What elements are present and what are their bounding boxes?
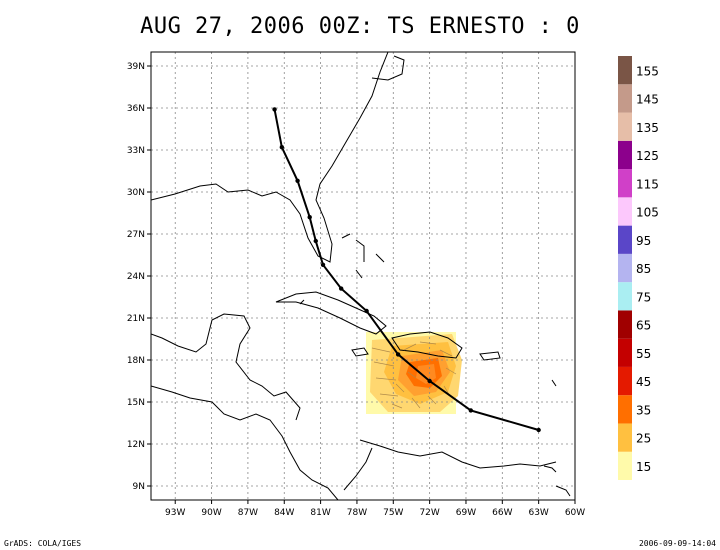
legend-label: 145 [636,93,659,107]
y-tick-label: 9N [133,482,145,492]
x-tick-label: 90W [201,508,221,518]
legend-label: 95 [636,234,651,248]
wind-field [366,332,462,414]
legend-label: 45 [636,375,651,389]
x-tick-label: 87W [238,508,258,518]
wind-vectors [371,341,457,409]
legend-swatch [618,451,632,480]
track-point [272,107,277,112]
legend-label: 15 [636,460,651,474]
legend-swatch [618,282,632,311]
legend-label: 115 [636,177,659,191]
legend-swatch [618,112,632,141]
footer-timestamp: 2006-09-09-14:04 [638,539,716,548]
legend-label: 125 [636,149,659,163]
legend-swatch [618,197,632,226]
x-tick-label: 63W [528,508,548,518]
legend-swatch [618,225,632,254]
y-tick-label: 18N [127,356,145,366]
track-point [395,352,401,357]
legend-swatch [618,423,632,452]
legend-swatch [618,140,632,170]
y-tick-label: 27N [127,230,145,240]
y-tick-label: 21N [127,314,145,324]
legend-label: 55 [636,347,651,361]
legend-label: 85 [636,262,651,276]
legend-label: 25 [636,432,651,446]
legend-label: 35 [636,403,651,417]
x-tick-label: 66W [492,508,512,518]
legend-label: 75 [636,290,651,304]
legend-swatch [618,169,632,198]
y-tick-labels: 9N 12N 15N 18N 21N 24N 27N 30N 33N 36N 39N [127,62,151,492]
track-point [320,262,326,267]
storm-track [272,107,541,433]
x-tick-label: 84W [274,508,294,518]
legend-swatch [618,310,632,339]
coastlines [151,52,571,500]
legend-label: 105 [636,206,659,220]
y-tick-label: 15N [127,398,145,408]
x-tick-labels: 93W 90W 87W 84W 81W 78W 75W 72W 69W 66W 63W 60W [165,500,585,518]
legend-label: 135 [636,121,659,135]
grid [151,52,575,500]
track-point [427,378,432,384]
map-title: AUG 27, 2006 00Z: TS ERNESTO : 0 [140,14,580,39]
y-tick-label: 12N [127,440,145,450]
track-point [364,308,369,314]
track-point [307,215,312,220]
track-point [313,238,318,244]
track-point [295,178,300,183]
legend-label: 65 [636,319,651,333]
x-tick-label: 69W [456,508,476,518]
legend-swatch [618,56,632,85]
y-tick-label: 33N [127,146,145,156]
y-tick-label: 36N [127,104,145,114]
footer-credit: GrADS: COLA/IGES [4,539,82,548]
color-legend: 15 25 35 45 55 65 75 85 95 105 115 125 135 145 155 [618,56,659,480]
legend-swatch [618,366,632,396]
track-point [338,286,344,291]
x-tick-label: 72W [419,508,439,518]
track-point [468,408,474,413]
y-tick-label: 30N [127,188,145,198]
y-tick-label: 24N [127,272,145,282]
legend-swatch [618,84,632,113]
x-tick-label: 60W [565,508,585,518]
track-line [273,109,539,431]
x-tick-label: 81W [310,508,330,518]
legend-swatch [618,253,632,283]
x-tick-label: 78W [347,508,367,518]
legend-swatch [618,395,632,424]
legend-swatch [618,338,632,367]
track-point [536,427,541,433]
legend-label: 155 [636,64,659,78]
x-tick-label: 75W [383,508,403,518]
track-point [279,145,285,150]
y-tick-label: 39N [127,62,145,72]
x-tick-label: 93W [165,508,185,518]
